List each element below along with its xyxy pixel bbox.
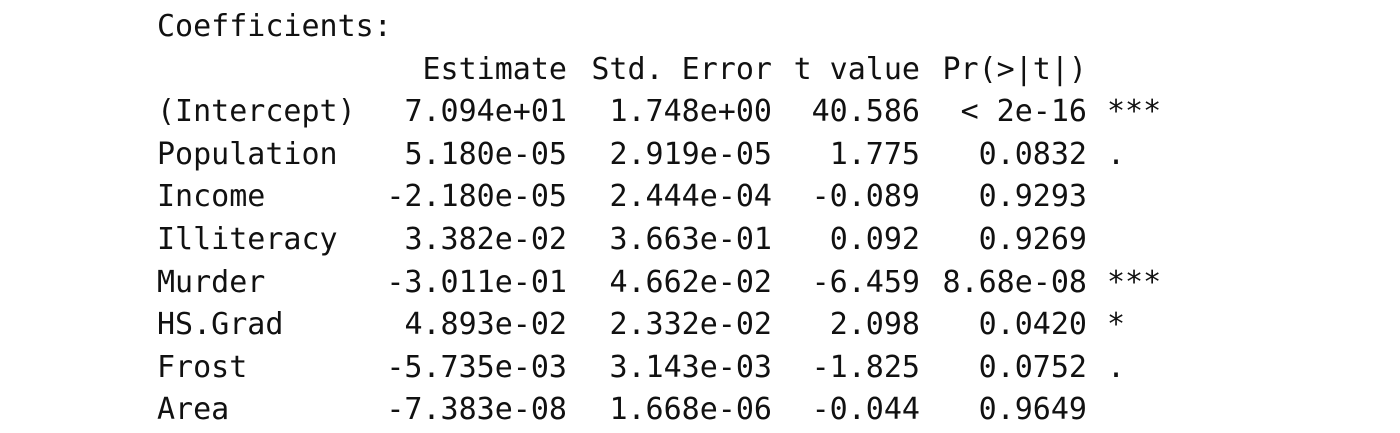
header-estimate: Estimate: [422, 51, 568, 87]
row-p-value: 0.0420: [978, 307, 1087, 343]
row-std-error: 4.662e-02: [609, 264, 772, 300]
row-estimate: 3.382e-02: [404, 221, 567, 257]
regression-output: Coefficients: Estimate Std. Error t valu…: [157, 6, 1177, 432]
row-signif: ***: [1107, 94, 1162, 130]
row-signif: *: [1107, 307, 1126, 343]
row-p-value: 0.9649: [978, 392, 1087, 428]
row-p-value: 8.68e-08: [942, 264, 1088, 300]
row-t-value: -6.459: [811, 264, 920, 300]
table-row: Frost -5.735e-03 3.143e-03 -1.825 0.0752…: [157, 347, 1177, 390]
row-std-error: 2.444e-04: [609, 179, 772, 215]
header-p-value: Pr(>|t|): [942, 51, 1088, 87]
row-t-value: 2.098: [829, 307, 920, 343]
row-signif: [1087, 219, 1177, 262]
table-row: Murder -3.011e-01 4.662e-02 -6.459 8.68e…: [157, 262, 1177, 305]
row-p-value: 0.9293: [978, 179, 1087, 215]
row-std-error: 1.748e+00: [609, 94, 772, 130]
row-t-value: 0.092: [829, 221, 920, 257]
row-estimate: 5.180e-05: [404, 136, 567, 172]
row-std-error: 2.332e-02: [609, 307, 772, 343]
row-p-value: < 2e-16: [960, 94, 1087, 130]
row-estimate: -3.011e-01: [386, 264, 567, 300]
row-name: Murder: [157, 264, 266, 300]
table-row: HS.Grad 4.893e-02 2.332e-02 2.098 0.0420…: [157, 304, 1177, 347]
header-t-value: t value: [793, 51, 920, 87]
row-signif: .: [1107, 136, 1126, 172]
row-name: Frost: [157, 349, 248, 385]
row-p-value: 0.9269: [978, 221, 1087, 257]
table-row: (Intercept) 7.094e+01 1.748e+00 40.586 <…: [157, 91, 1177, 134]
row-name: Population: [157, 136, 338, 172]
coefficients-title: Coefficients:: [157, 9, 392, 44]
row-t-value: 1.775: [829, 136, 920, 172]
table-row: Illiteracy 3.382e-02 3.663e-01 0.092 0.9…: [157, 219, 1177, 262]
row-estimate: -5.735e-03: [386, 349, 567, 385]
row-signif: .: [1107, 349, 1126, 385]
row-p-value: 0.0752: [978, 349, 1087, 385]
row-name: Income: [157, 179, 266, 215]
row-std-error: 1.668e-06: [609, 392, 772, 428]
row-t-value: -1.825: [811, 349, 920, 385]
row-t-value: 40.586: [811, 94, 920, 130]
header-std-error: Std. Error: [591, 51, 772, 87]
row-t-value: -0.044: [811, 392, 920, 428]
row-std-error: 3.663e-01: [609, 221, 772, 257]
row-name: Area: [157, 392, 230, 428]
table-row: Income -2.180e-05 2.444e-04 -0.089 0.929…: [157, 176, 1177, 219]
row-name: Illiteracy: [157, 221, 338, 257]
header-signif: [1087, 49, 1177, 92]
row-std-error: 3.143e-03: [609, 349, 772, 385]
table-row: Population 5.180e-05 2.919e-05 1.775 0.0…: [157, 134, 1177, 177]
table-row: Area -7.383e-08 1.668e-06 -0.044 0.9649: [157, 389, 1177, 432]
row-estimate: -7.383e-08: [386, 392, 567, 428]
row-estimate: -2.180e-05: [386, 179, 567, 215]
row-signif: [1087, 389, 1177, 432]
row-signif: ***: [1107, 264, 1162, 300]
header-row: Estimate Std. Error t value Pr(>|t|): [157, 49, 1177, 92]
row-name: (Intercept): [157, 94, 356, 130]
row-estimate: 4.893e-02: [404, 307, 567, 343]
row-signif: [1087, 176, 1177, 219]
row-std-error: 2.919e-05: [609, 136, 772, 172]
row-p-value: 0.0832: [978, 136, 1087, 172]
row-name: HS.Grad: [157, 307, 284, 343]
row-t-value: -0.089: [811, 179, 920, 215]
row-estimate: 7.094e+01: [404, 94, 567, 130]
header-name: [157, 49, 377, 92]
